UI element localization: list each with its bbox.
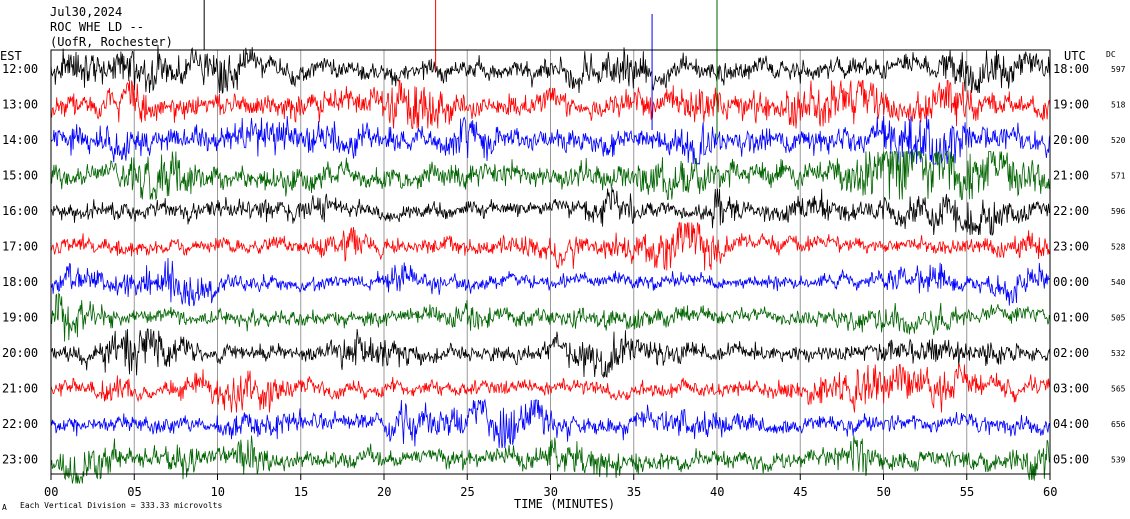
trace-line [50, 44, 1051, 95]
x-tick-label: 00 [44, 485, 58, 499]
dc-values: 597 518 520 571 596 528 540 505 532 565 656 539 [1111, 65, 1126, 465]
trace-line [50, 398, 1051, 449]
right-axis-title: UTC [1064, 49, 1086, 63]
utc-hour-labels: 18:00 19:00 20:00 21:00 22:00 23:00 00:00 01:00… [1053, 62, 1089, 467]
est-hour-label: 18:00 [2, 275, 38, 289]
dc-value: 520 [1111, 136, 1126, 145]
trace-line [50, 150, 1051, 201]
est-hour-label: 23:00 [2, 453, 38, 467]
dc-value: 656 [1111, 420, 1126, 429]
minute-gridlines [133, 50, 968, 474]
utc-hour-label: 23:00 [1053, 240, 1089, 254]
trace-line [50, 292, 1051, 342]
trace-lines [50, 0, 1051, 484]
footer-note: Each Vertical Division = 333.33 microvol… [20, 501, 222, 510]
utc-hour-label: 21:00 [1053, 169, 1089, 183]
x-tick-label: 50 [877, 485, 891, 499]
footer-icon: A [2, 503, 7, 512]
utc-hour-label: 00:00 [1053, 275, 1089, 289]
est-hour-labels: 12:00 13:00 14:00 15:00 16:00 17:00 18:00 19:00… [2, 62, 38, 467]
x-tick-label: 05 [127, 485, 141, 499]
est-hour-label: 14:00 [2, 133, 38, 147]
utc-hour-label: 05:00 [1053, 453, 1089, 467]
utc-hour-label: 19:00 [1053, 98, 1089, 112]
est-hour-label: 22:00 [2, 417, 38, 431]
utc-hour-label: 02:00 [1053, 346, 1089, 360]
est-hour-label: 15:00 [2, 169, 38, 183]
utc-hour-label: 04:00 [1053, 417, 1089, 431]
header-date: Jul30,2024 [50, 5, 122, 19]
utc-hour-label: 20:00 [1053, 133, 1089, 147]
x-tick-label: 10 [211, 485, 225, 499]
x-tick-label: 35 [627, 485, 641, 499]
dc-value: 539 [1111, 456, 1126, 465]
est-hour-label: 17:00 [2, 240, 38, 254]
dc-value: 532 [1111, 349, 1126, 358]
trace-line [50, 364, 1051, 413]
left-axis-title: EST [0, 49, 22, 63]
x-tick-label: 45 [793, 485, 807, 499]
x-axis-label: TIME (MINUTES) [514, 497, 615, 511]
trace-line [50, 257, 1051, 307]
trace-line [50, 328, 1051, 379]
est-hour-label: 19:00 [2, 311, 38, 325]
utc-hour-label: 03:00 [1053, 382, 1089, 396]
dc-value: 596 [1111, 207, 1126, 216]
x-axis-ticks: 00 05 10 15 20 25 30 35 40 45 50 55 60 [44, 474, 1057, 499]
x-tick-label: 55 [960, 485, 974, 499]
dc-value: 540 [1111, 278, 1126, 287]
trace-line [50, 186, 1051, 237]
x-tick-label: 25 [460, 485, 474, 499]
dc-value: 597 [1111, 65, 1126, 74]
x-tick-label: 30 [544, 485, 558, 499]
trace-line [50, 80, 1051, 129]
dc-value: 518 [1111, 101, 1126, 110]
est-hour-label: 16:00 [2, 204, 38, 218]
trace-line [50, 435, 1051, 484]
x-tick-label: 40 [710, 485, 724, 499]
header-station: ROC WHE LD -- [50, 20, 144, 34]
est-hour-label: 21:00 [2, 382, 38, 396]
x-tick-label: 60 [1043, 485, 1057, 499]
dc-title: DC [1106, 50, 1116, 59]
est-hour-label: 20:00 [2, 346, 38, 360]
dc-value: 565 [1111, 385, 1126, 394]
header-location: (UofR, Rochester) [50, 35, 173, 49]
utc-hour-label: 01:00 [1053, 311, 1089, 325]
x-tick-label: 15 [294, 485, 308, 499]
dc-value: 571 [1111, 172, 1126, 181]
utc-hour-label: 22:00 [1053, 204, 1089, 218]
x-tick-label: 20 [377, 485, 391, 499]
trace-line [50, 221, 1051, 271]
trace-line [50, 115, 1051, 165]
utc-hour-label: 18:00 [1053, 62, 1089, 76]
est-hour-label: 12:00 [2, 62, 38, 76]
dc-value: 505 [1111, 314, 1126, 323]
dc-value: 528 [1111, 243, 1126, 252]
header: Jul30,2024 ROC WHE LD -- (UofR, Rocheste… [50, 5, 173, 49]
est-hour-label: 13:00 [2, 98, 38, 112]
